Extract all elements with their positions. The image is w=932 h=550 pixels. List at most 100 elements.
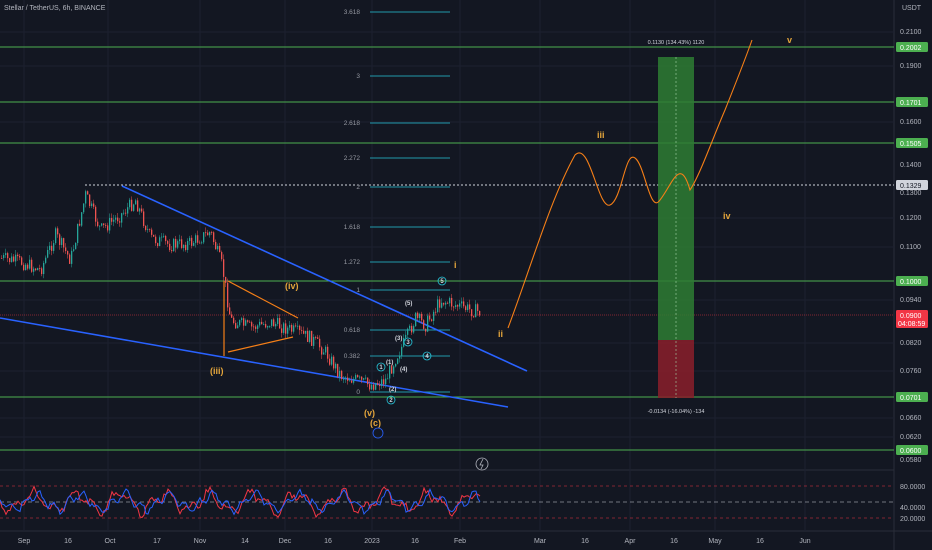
position-target-label: 0.1130 (134.43%) 1120 [648,40,705,46]
wave-labels: (iii) (iv) (v) (c) i ii iii iv v [210,35,792,428]
price-tick: 0.1100 [900,244,921,251]
candle-body [39,268,41,269]
time-tick: Sep [18,538,31,545]
candle-body [263,324,265,325]
candle-body [461,301,463,304]
candle-body [265,324,267,328]
price-axis[interactable]: 0.2100 0.1900 0.1600 0.1400 0.1300 0.120… [900,29,925,523]
candle-body [43,262,45,275]
price-tick: 0.0620 [900,434,922,441]
candle-body [233,317,235,324]
fib-label: 0.618 [344,327,361,334]
candle-body [381,379,383,387]
candle-body [297,325,299,327]
wave-label: (v) [364,408,375,418]
candle-body [165,235,167,242]
candle-body [227,282,229,308]
horizontal-levels[interactable] [0,46,894,451]
candle-body [425,328,427,332]
candle-body [197,235,199,243]
symbol-title[interactable]: Stellar / TetherUS, 6h, BINANCE [4,5,106,12]
candle-body [465,306,467,311]
candle-body [109,217,111,231]
candle-body [479,310,481,316]
time-tick: Apr [625,538,637,545]
candle-body [159,237,161,247]
candle-body [207,232,209,236]
trendlines[interactable] [0,185,528,408]
candle-body [323,352,325,355]
candle-body [161,236,163,238]
triangle-pattern[interactable] [223,280,299,356]
time-tick: 16 [411,538,419,545]
candle-body [413,326,415,333]
candle-body [253,326,255,328]
candle-body [51,245,53,251]
fib-label: 1.272 [344,259,361,266]
candle-body [351,380,353,383]
candle-body [31,259,33,272]
candle-body [105,225,107,226]
candle-body [1,258,3,259]
candle-body [311,330,313,346]
circled-label: 2 [389,398,393,404]
candle-body [63,238,65,248]
candle-body [33,268,35,272]
candle-body [201,242,203,244]
wave-label: (c) [370,418,381,428]
candle-body [463,301,465,307]
time-tick: Nov [194,538,207,545]
candle-body [145,225,147,230]
candle-body [355,375,357,379]
candle-body [429,315,431,320]
fib-labels: 3.618 3 2.618 2.272 2 1.618 1.272 1 0.61… [344,9,361,396]
price-tick: 0.0660 [900,415,922,422]
candle-body [333,356,335,369]
candle-body [277,318,279,324]
price-tick: 0.1200 [900,215,922,222]
candle-body [113,219,115,222]
projected-wave-path[interactable] [507,39,753,329]
candle-body [157,243,159,247]
candle-body [7,253,9,259]
time-axis[interactable]: Sep 16 Oct 17 Nov 14 Dec 16 2023 16 Feb … [18,538,811,545]
rsi-line[interactable] [0,487,481,516]
candle-body [377,383,379,385]
candle-body [453,306,455,308]
candle-body [57,228,59,235]
price-tick: 0.2100 [900,29,922,36]
price-badges: 0.2002 0.1701 0.1505 0.1329 0.1000 0.090… [896,42,928,455]
candle-body [45,257,47,263]
replay-icon[interactable] [475,457,489,471]
candle-body [307,330,309,342]
candle-body [321,347,323,355]
candle-body [251,322,253,327]
candle-body [385,378,387,385]
candle-body [283,323,285,333]
candle-body [95,206,97,222]
price-tick: 0.0940 [900,297,922,304]
candle-body [151,229,153,235]
candle-body [329,358,331,365]
level-badge: 0.1701 [900,100,922,107]
current-price-badge: 0.0900 [900,313,922,320]
candle-body [23,264,25,270]
fib-label: 2 [356,184,360,191]
candle-body [155,236,157,244]
fib-label: 2.272 [344,155,361,162]
candle-body [89,194,91,207]
level-badge: 0.0701 [900,395,922,402]
candle-body [213,232,215,242]
candle-body [341,370,343,379]
candle-body [55,228,57,244]
candle-body [427,315,429,332]
candle-body [379,384,381,387]
candle-body [119,221,121,223]
candle-body [241,318,243,321]
candle-body [473,316,475,318]
candle-body [5,253,7,256]
rsi-tick: 80.0000 [900,484,925,491]
candle-body [29,259,31,269]
price-candles[interactable] [1,189,481,392]
